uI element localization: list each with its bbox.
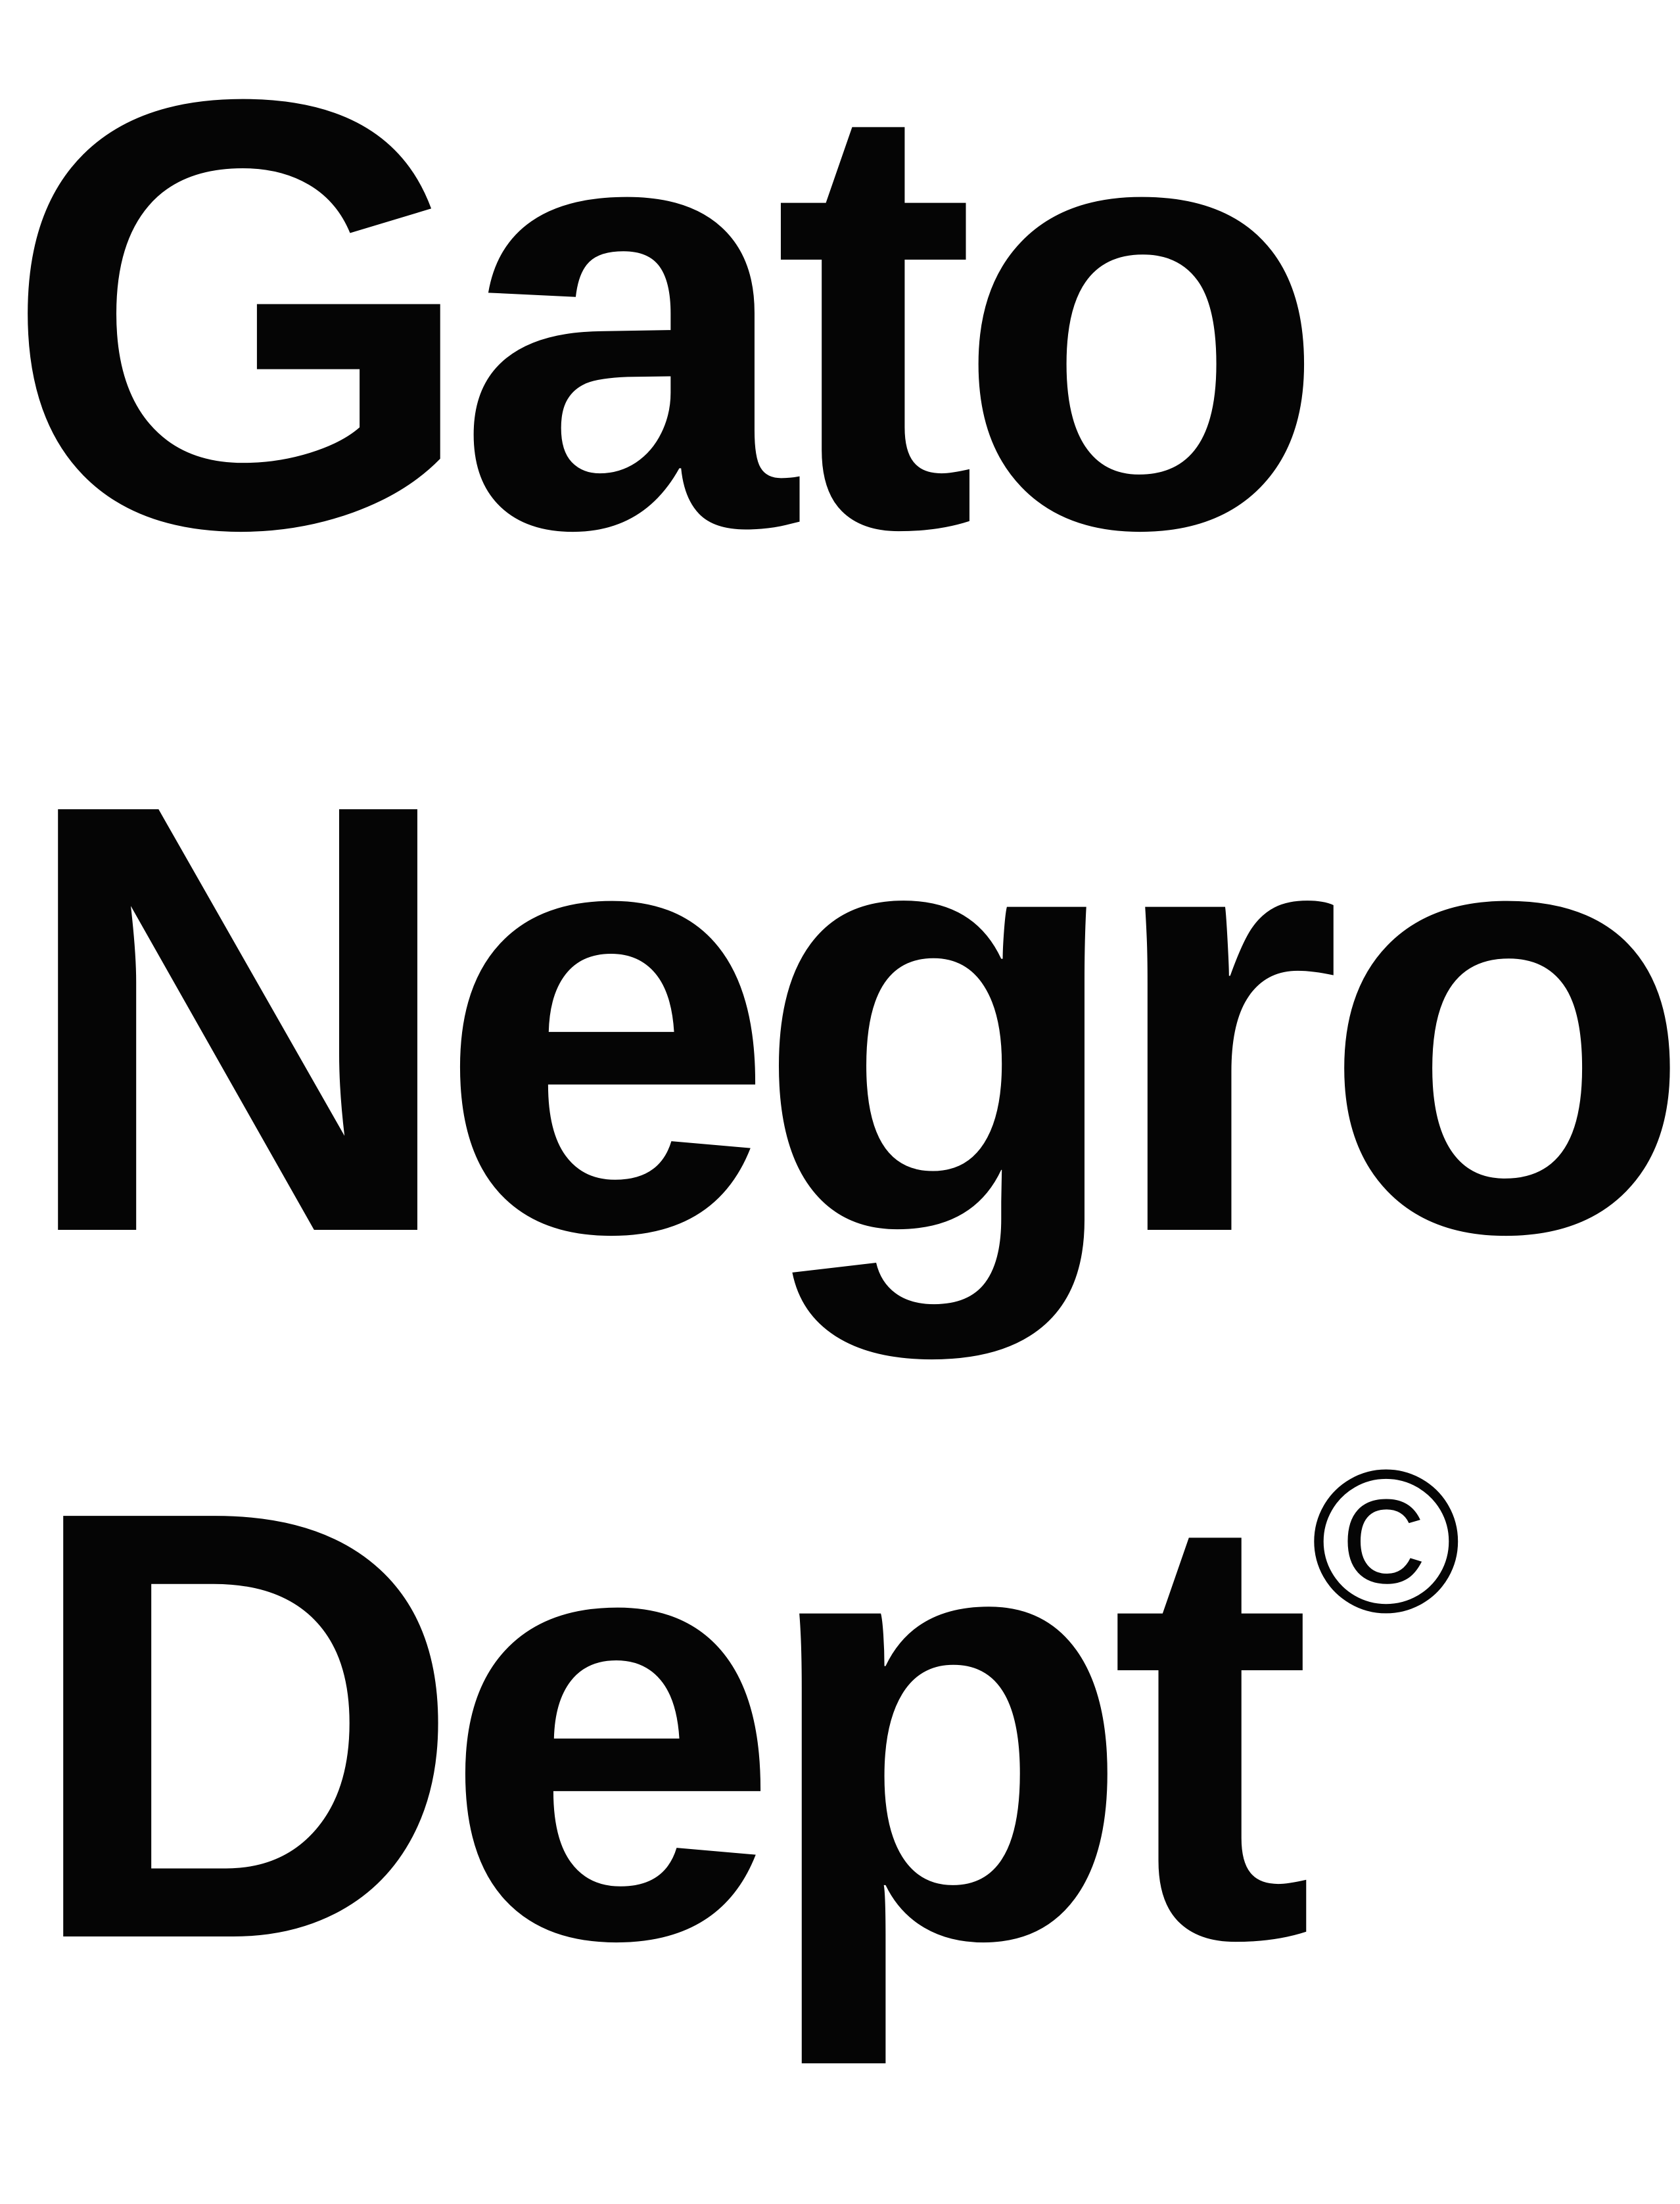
wordmark-line-negro: Negro (17, 677, 1680, 1360)
wordmark-line-gato: Gato (3, 0, 1328, 656)
wordmark-word-dept: Dept (22, 1384, 1314, 2067)
wordmark-line-dept: Dept© (22, 1420, 1461, 2031)
copyright-icon: © (1311, 1427, 1462, 1655)
